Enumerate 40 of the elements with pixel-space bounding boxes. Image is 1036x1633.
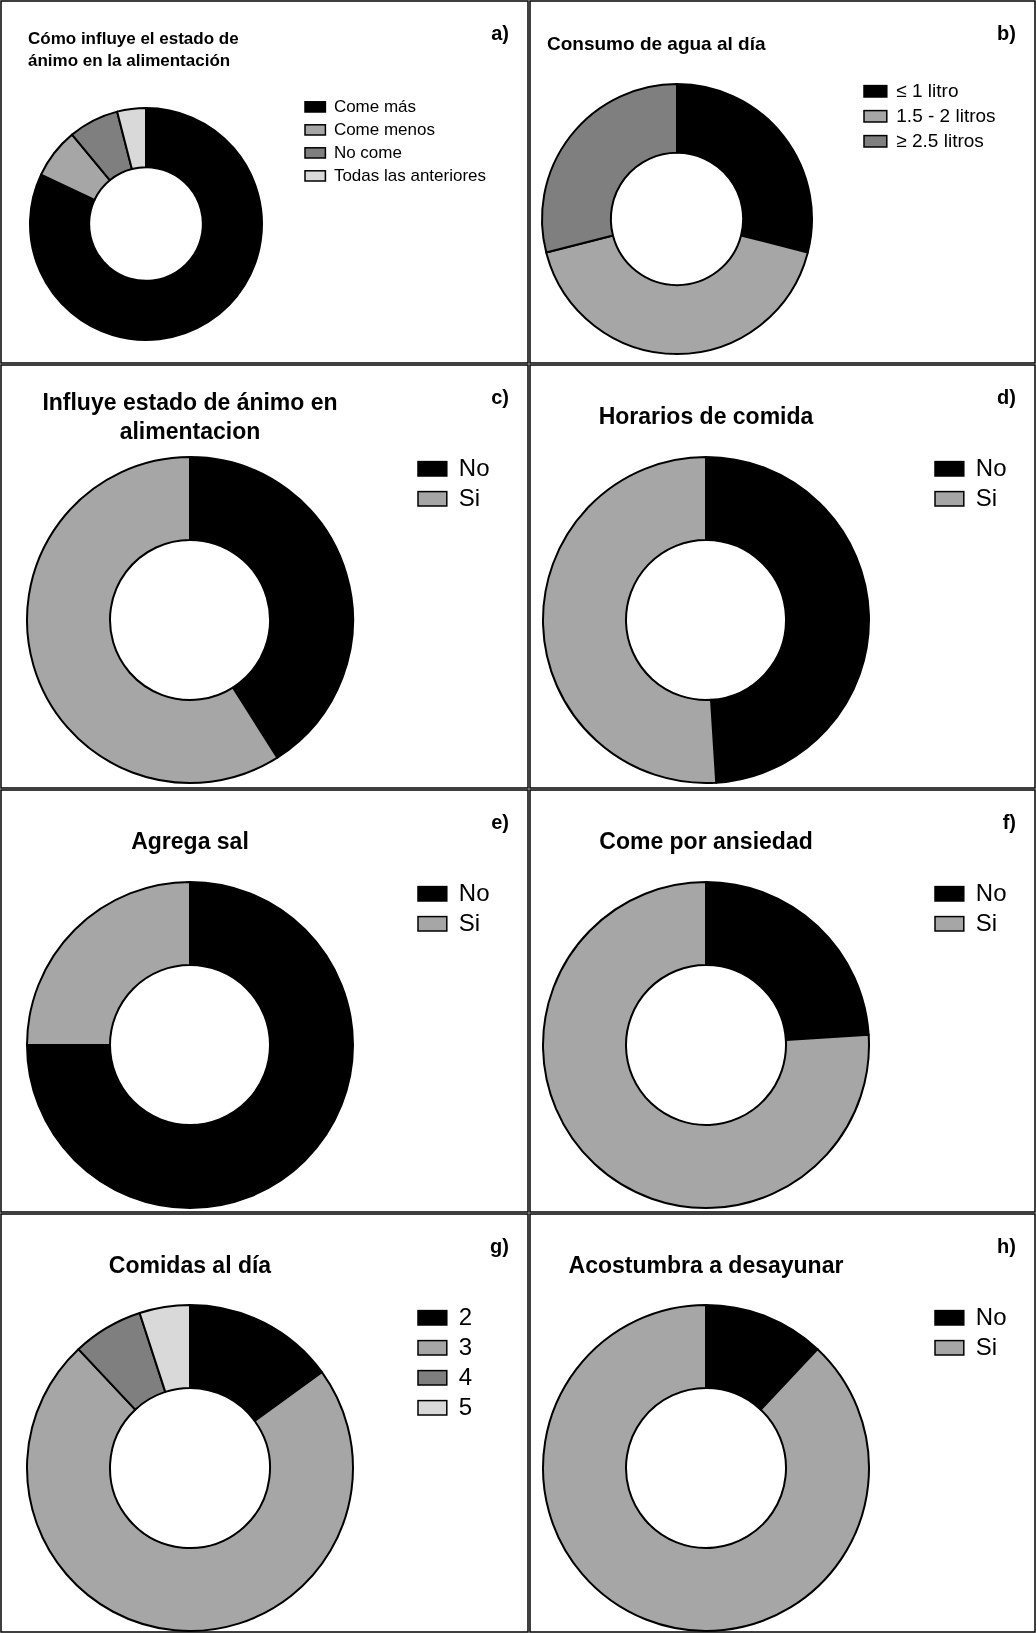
text: g) bbox=[490, 1235, 509, 1257]
legend-label: 2 bbox=[458, 1303, 473, 1330]
legend-label: Si bbox=[975, 484, 998, 511]
text: c) bbox=[491, 386, 509, 408]
donut-slice bbox=[29, 107, 263, 341]
chart-title: Acostumbra a desayunar bbox=[568, 1252, 844, 1278]
text: b) bbox=[997, 22, 1016, 44]
chart-title: Cómo influye el estado de ánimo en la alimentación bbox=[28, 29, 239, 71]
legend-label: ≤ 1 litro bbox=[896, 80, 959, 101]
text: d) bbox=[997, 386, 1016, 408]
donut-slice bbox=[26, 881, 354, 1209]
legend-label: Si bbox=[458, 484, 481, 511]
legend-label: 5 bbox=[458, 1393, 473, 1420]
legend-label: No bbox=[975, 1303, 1007, 1330]
legend-label: No bbox=[975, 454, 1007, 481]
chart-title: Agrega sal bbox=[131, 828, 249, 854]
chart-title: Influye estado de ánimo en alimentacion bbox=[42, 389, 338, 444]
legend-label: Come más bbox=[333, 97, 417, 116]
legend-label: Si bbox=[458, 909, 481, 936]
legend-label: No bbox=[458, 454, 490, 481]
chart-title: Consumo de agua al día bbox=[547, 33, 766, 54]
chart-title: Comidas al día bbox=[108, 1252, 272, 1278]
chart-title: Horarios de comida bbox=[598, 403, 814, 429]
chart-title: Come por ansiedad bbox=[599, 828, 813, 854]
text: f) bbox=[1002, 811, 1016, 833]
legend-label: No bbox=[458, 879, 490, 906]
legend-label: Todas las anteriores bbox=[333, 166, 487, 185]
text: a) bbox=[491, 22, 509, 44]
text: h) bbox=[997, 1235, 1016, 1257]
donut-slice bbox=[542, 881, 870, 1209]
legend-label: 3 bbox=[458, 1333, 473, 1360]
legend-label: 1.5 - 2 litros bbox=[896, 105, 996, 126]
legend-label: Si bbox=[975, 909, 998, 936]
legend-label: 4 bbox=[458, 1363, 473, 1390]
legend-label: ≥ 2.5 litros bbox=[896, 130, 984, 151]
legend-label: No come bbox=[333, 143, 402, 162]
text: e) bbox=[491, 811, 509, 833]
legend-label: Si bbox=[975, 1333, 998, 1360]
legend-label: No bbox=[975, 879, 1007, 906]
legend-label: Come menos bbox=[333, 120, 436, 139]
